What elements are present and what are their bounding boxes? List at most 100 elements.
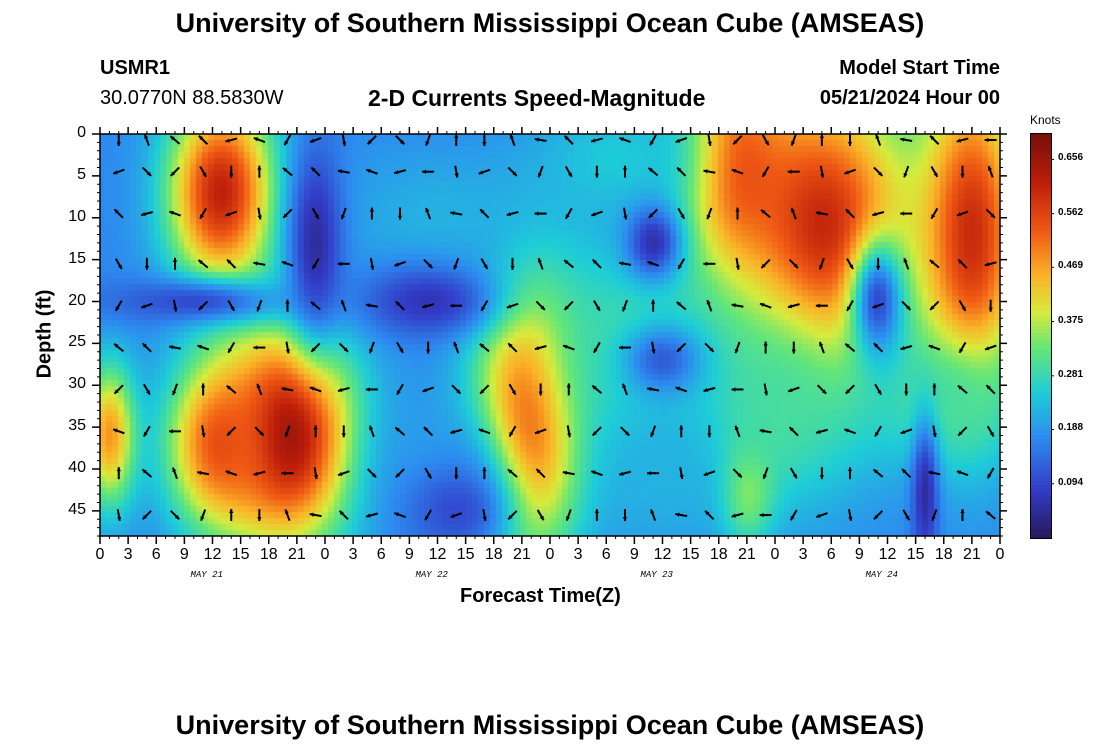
current-arrow [254, 426, 265, 437]
current-arrow [844, 428, 856, 435]
current-arrow [562, 344, 575, 351]
current-arrow [903, 257, 910, 270]
colorbar-tick-label: 0.656 [1058, 152, 1084, 164]
current-arrow [478, 428, 491, 435]
current-arrow [257, 207, 262, 220]
current-arrow [679, 425, 684, 438]
current-arrow [450, 211, 463, 216]
current-arrow [310, 301, 321, 311]
current-arrow [763, 341, 768, 354]
current-arrow [253, 261, 266, 266]
current-arrow [141, 166, 152, 177]
current-arrow [226, 384, 237, 395]
current-arrow [563, 300, 574, 311]
current-arrow [875, 134, 882, 146]
current-arrow [369, 207, 375, 220]
current-arrow [566, 425, 572, 438]
current-arrow [172, 467, 178, 480]
current-arrow [731, 168, 744, 175]
current-arrow [958, 341, 967, 354]
current-arrow [564, 165, 573, 178]
current-arrow [790, 134, 797, 146]
current-arrow [113, 208, 124, 219]
current-arrow [984, 261, 997, 267]
current-arrow [395, 135, 405, 145]
current-arrow [985, 510, 996, 520]
current-arrow [338, 510, 349, 521]
current-arrow [253, 345, 266, 350]
current-arrow [846, 258, 854, 270]
current-arrow [423, 258, 434, 269]
chart-title-bottom: University of Southern Mississippi Ocean… [175, 710, 925, 740]
current-arrow [676, 166, 687, 177]
current-arrow [566, 383, 571, 396]
x-tick-label: 18 [484, 546, 503, 563]
current-arrow [591, 258, 602, 269]
x-tick-label: 3 [573, 546, 583, 563]
current-arrow [282, 208, 293, 219]
current-arrow [368, 425, 375, 438]
current-arrow [960, 509, 965, 522]
current-arrow [199, 207, 207, 220]
y-tick-label: 25 [68, 333, 86, 351]
current-arrow [172, 299, 178, 312]
colorbar-tick-label: 0.562 [1058, 206, 1084, 218]
current-arrow [507, 510, 518, 521]
current-arrow [563, 135, 574, 145]
current-arrow [198, 300, 209, 311]
current-arrow [900, 211, 913, 216]
current-arrow [930, 165, 939, 178]
current-arrow [707, 134, 712, 147]
current-arrow [815, 211, 828, 216]
current-arrow [395, 300, 405, 311]
current-arrow [704, 510, 715, 521]
current-arrow [422, 386, 435, 393]
current-arrow [394, 512, 406, 519]
current-arrow [931, 509, 938, 522]
station-id: USMR1 [100, 57, 171, 79]
colorbar [1030, 133, 1052, 539]
current-arrow [930, 207, 939, 220]
current-arrow [140, 302, 153, 309]
current-arrow [309, 386, 322, 393]
current-arrow [113, 384, 124, 395]
current-arrow [901, 300, 912, 311]
current-arrow [734, 341, 741, 354]
current-arrow [393, 169, 407, 175]
current-arrow [788, 426, 799, 437]
colorbar-tick-label: 0.469 [1058, 260, 1084, 272]
current-arrow [706, 299, 713, 312]
current-arrow [141, 468, 153, 478]
current-arrow [647, 386, 660, 392]
current-arrow [844, 168, 856, 175]
x-tick-label: 18 [259, 546, 278, 563]
current-arrow [619, 137, 631, 143]
current-arrow [225, 470, 238, 477]
current-arrow [229, 165, 234, 178]
current-arrow [647, 260, 660, 267]
current-arrow [650, 509, 657, 522]
current-arrow [140, 211, 153, 217]
current-arrow [676, 301, 687, 311]
current-arrow [703, 169, 716, 174]
current-arrow [309, 512, 322, 518]
x-tick-label: 21 [737, 546, 756, 563]
x-tick-label: 9 [629, 546, 639, 563]
current-arrow [394, 426, 406, 436]
current-arrow [144, 257, 150, 270]
current-arrow [762, 467, 769, 480]
current-arrow [675, 386, 688, 393]
current-arrow [650, 425, 657, 438]
current-arrow [226, 258, 237, 269]
current-arrow [929, 135, 940, 145]
current-arrow [732, 135, 743, 145]
current-arrow [815, 303, 828, 308]
x-tick-label: 0 [770, 546, 780, 563]
x-tick-label: 0 [320, 546, 330, 563]
current-arrow [815, 512, 828, 519]
current-arrow [479, 384, 490, 395]
current-arrow [789, 509, 798, 521]
current-arrow [873, 166, 884, 177]
current-arrow [703, 386, 716, 393]
current-arrow [422, 303, 435, 309]
